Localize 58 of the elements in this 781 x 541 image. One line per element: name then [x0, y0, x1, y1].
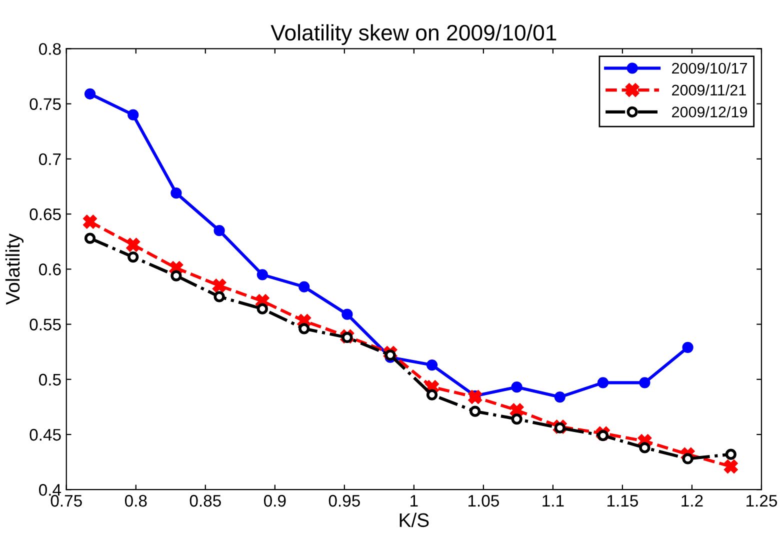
point — [597, 377, 609, 388]
x-axis-title: K/S — [400, 512, 429, 528]
x-tick-label: 0.8 — [124, 494, 147, 507]
point — [426, 359, 438, 371]
point — [682, 453, 694, 464]
point — [639, 377, 650, 388]
y-tick-label: 0.65 — [30, 208, 61, 220]
point — [84, 232, 96, 244]
point — [725, 448, 736, 460]
y-tick-label: 0.5 — [39, 374, 61, 386]
point — [256, 303, 268, 314]
point — [511, 382, 522, 393]
point — [639, 442, 650, 454]
point — [554, 391, 566, 403]
y-tick-label: 0.55 — [30, 318, 61, 330]
y-tick-label: 0.7 — [39, 153, 61, 166]
point — [212, 278, 226, 293]
y-tick-label: 0.8 — [39, 43, 61, 55]
y-axis-title: Volatility — [5, 234, 24, 305]
point — [342, 308, 353, 320]
x-tick-label: 0.9 — [264, 494, 286, 507]
point — [724, 460, 738, 474]
legend-label: 2009/11/21 — [672, 84, 746, 96]
point — [298, 281, 310, 292]
point — [84, 88, 96, 100]
point — [468, 390, 482, 404]
x-tick-label: 0.85 — [190, 494, 221, 507]
point — [128, 109, 139, 120]
x-tick-label: 1.05 — [468, 494, 499, 507]
point — [342, 332, 353, 344]
x-tick-label: 0.95 — [328, 494, 360, 507]
point — [128, 251, 139, 263]
x-tick-label: 0.75 — [50, 494, 82, 507]
x-tick-label: 1.15 — [608, 495, 638, 507]
point — [682, 342, 694, 353]
y-tick-label: 0.6 — [39, 264, 61, 276]
y-tick-label: 0.4 — [39, 484, 62, 496]
x-tick-label: 1 — [410, 495, 418, 507]
y-tick-label: 0.75 — [30, 98, 61, 110]
chart-title: Volatility skew on 2009/10/01 — [270, 24, 556, 45]
point — [511, 414, 522, 425]
point — [126, 238, 140, 252]
x-tick-label: 1.25 — [746, 494, 777, 507]
legend-label: 2009/12/19 — [672, 106, 748, 118]
x-tick-label: 1.2 — [682, 494, 703, 507]
point — [170, 270, 182, 282]
point — [256, 269, 268, 280]
point — [170, 188, 182, 199]
point — [298, 323, 310, 334]
y-tick-label: 0.45 — [30, 428, 61, 441]
x-tick-label: 1.1 — [542, 495, 564, 507]
point — [426, 389, 438, 400]
point — [83, 214, 97, 229]
legend-label: 2009/10/17 — [672, 62, 747, 74]
point — [470, 406, 481, 417]
point — [214, 225, 225, 236]
point — [214, 291, 225, 302]
point — [597, 430, 609, 442]
